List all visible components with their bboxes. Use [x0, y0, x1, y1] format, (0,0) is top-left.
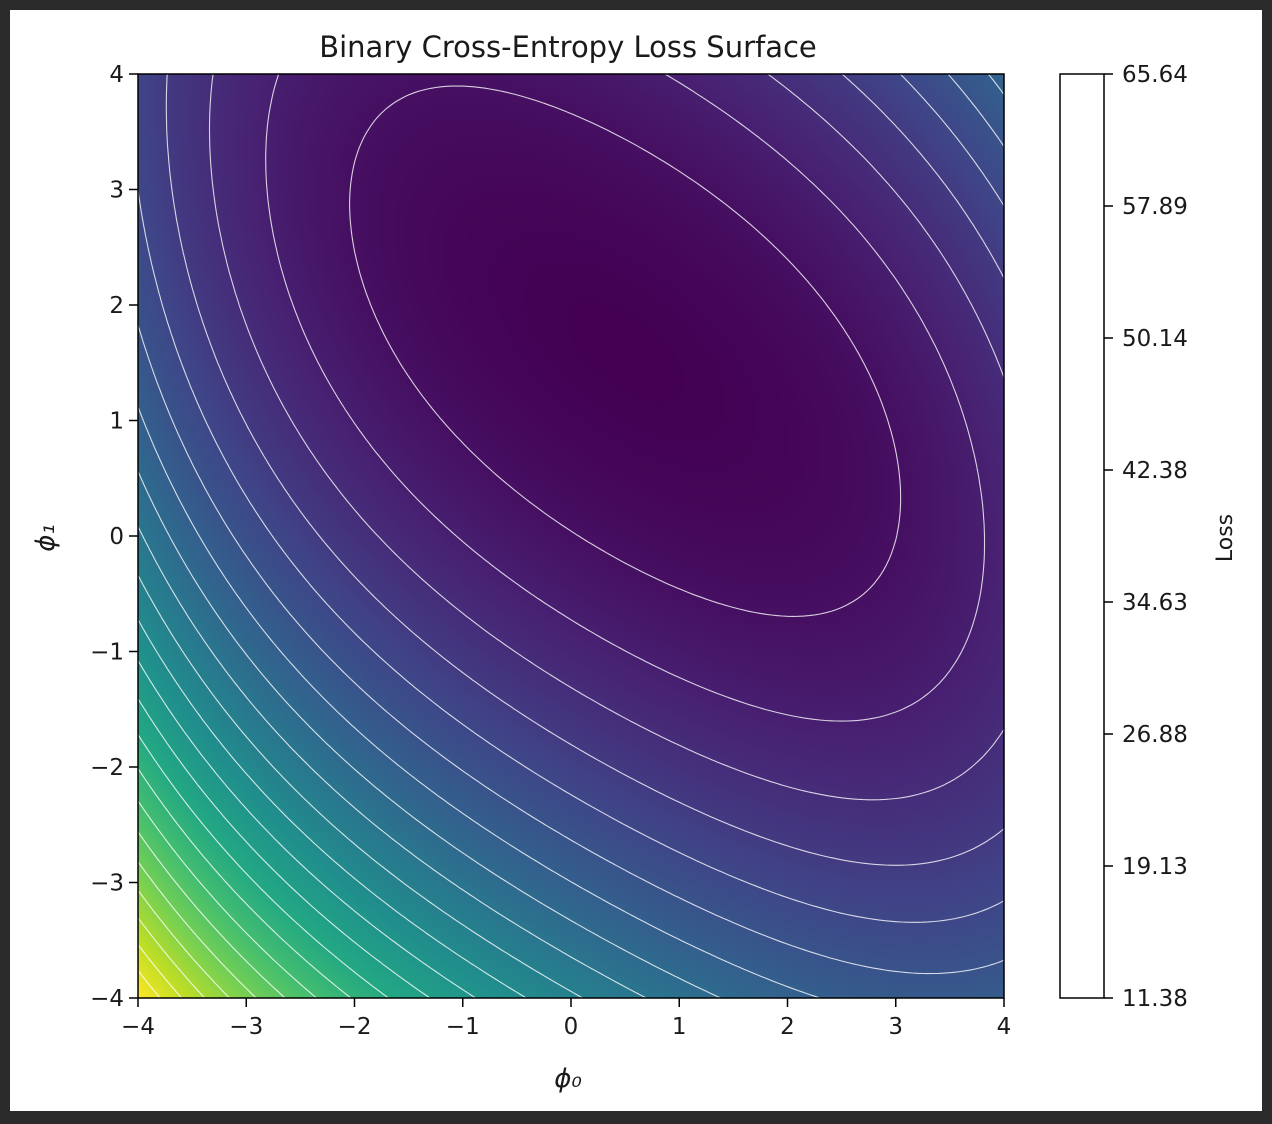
colorbar-ticks: 11.38 19.13 26.88 34.63 42.38 50.14 57.89 65.64 — [1104, 62, 1188, 1012]
contour-line — [138, 526, 647, 998]
contour-line — [138, 698, 431, 998]
contour-line — [208, 74, 1004, 801]
x-axis-label: ϕ₀ — [554, 1064, 582, 1094]
contour-line — [265, 74, 986, 722]
contour-line — [349, 85, 902, 617]
x-tick-label: −4 — [121, 1014, 155, 1040]
colorbar-tick-label: 19.13 — [1122, 854, 1188, 880]
x-tick-label: 0 — [564, 1014, 579, 1040]
y-axis-label: ϕ₁ — [31, 524, 61, 552]
y-tick-label: 2 — [109, 293, 124, 319]
x-tick-label: 4 — [997, 1014, 1012, 1040]
y-tick-label: 4 — [109, 62, 124, 88]
colorbar-tick-label: 34.63 — [1122, 590, 1188, 616]
x-tick-label: 2 — [780, 1014, 795, 1040]
contour-line — [138, 74, 1004, 975]
contour-line — [138, 575, 583, 998]
colorbar-frame — [1059, 73, 1105, 999]
loss-heatmap — [138, 74, 1004, 998]
y-axis: −4 −3 −2 −1 0 1 2 3 4 — [90, 62, 138, 1012]
contour-line — [138, 889, 230, 998]
colorbar-tick-label: 26.88 — [1122, 722, 1188, 748]
contour-line — [138, 917, 206, 998]
plot-area — [137, 73, 1005, 999]
colorbar: 11.38 19.13 26.88 34.63 42.38 50.14 57.89 65.64… — [1059, 62, 1238, 1012]
colorbar-tick-label: 57.89 — [1122, 194, 1188, 220]
contour-line — [138, 74, 1004, 923]
y-tick-label: −2 — [90, 755, 124, 781]
loss-surface-chart: Binary Cross-Entropy Loss Surface −4 −3 −2… — [31, 30, 1238, 1094]
contour-line — [138, 74, 1004, 998]
contour-lines — [138, 74, 1004, 998]
contour-line — [138, 619, 527, 998]
colorbar-tick-label: 50.14 — [1122, 326, 1188, 352]
colorbar-label: Loss — [1213, 514, 1238, 562]
contour-line — [138, 800, 317, 998]
contour-line — [138, 831, 286, 998]
x-tick-label: 1 — [672, 1014, 687, 1040]
contour-line — [138, 471, 721, 998]
y-tick-label: −1 — [90, 640, 124, 666]
x-tick-label: 3 — [888, 1014, 903, 1040]
contour-line — [165, 74, 1004, 866]
colorbar-tick-label: 42.38 — [1122, 458, 1188, 484]
y-tick-label: 0 — [109, 524, 124, 550]
figure: Binary Cross-Entropy Loss Surface −4 −3 −2… — [10, 10, 1262, 1111]
contour-line — [138, 861, 257, 998]
colorbar-tick-label: 11.38 — [1122, 986, 1188, 1012]
x-tick-label: −3 — [229, 1014, 263, 1040]
contour-line — [138, 944, 183, 998]
contour-line — [138, 768, 352, 998]
contour-line — [138, 734, 389, 998]
x-axis: −4 −3 −2 −1 0 1 2 3 4 — [121, 998, 1011, 1040]
x-tick-label: −1 — [446, 1014, 480, 1040]
contour-line — [138, 660, 476, 998]
colorbar-tick-label: 65.64 — [1122, 62, 1188, 88]
y-tick-label: 1 — [109, 409, 124, 435]
x-tick-label: −2 — [338, 1014, 372, 1040]
chart-title: Binary Cross-Entropy Loss Surface — [319, 30, 817, 64]
y-tick-label: 3 — [109, 178, 124, 204]
y-tick-label: −3 — [90, 871, 124, 897]
y-tick-label: −4 — [90, 986, 124, 1012]
